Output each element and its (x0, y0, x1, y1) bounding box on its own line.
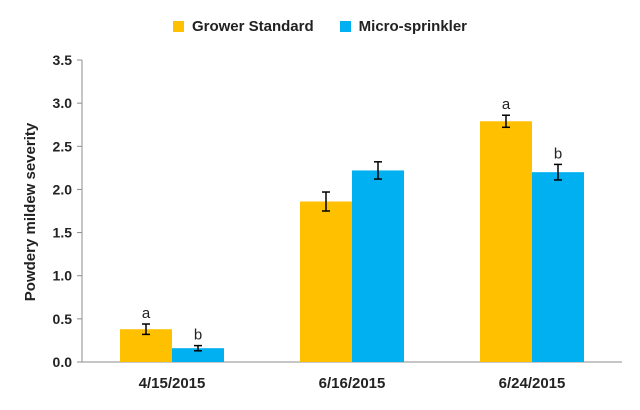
y-tick-label: 1.0 (53, 268, 73, 284)
legend-item-grower-standard: Grower Standard (172, 18, 314, 35)
y-tick-label: 2.0 (53, 181, 73, 197)
y-axis-label: Powdery mildew severity (22, 122, 39, 301)
y-tick-label: 3.0 (53, 95, 73, 111)
bar (532, 172, 584, 362)
x-tick-label: 6/24/2015 (499, 375, 566, 392)
x-tick-label: 4/15/2015 (139, 375, 206, 392)
legend-swatch-micro-sprinkler (339, 21, 351, 32)
legend: Grower Standard Micro-sprinkler (0, 18, 640, 35)
significance-label: a (142, 305, 151, 322)
significance-label: a (502, 96, 511, 113)
plot-area: 0.0 0.5 1.0 1.5 2.0 2.5 3.0 3.5 a b 4/15/2015 6/16/… (53, 52, 622, 392)
x-tick-label: 6/16/2015 (319, 375, 386, 392)
y-tick-label: 2.5 (53, 138, 73, 154)
y-tick-label: 3.5 (53, 52, 73, 68)
significance-label: b (194, 327, 202, 344)
y-tick-label: 0.5 (53, 311, 73, 327)
bar (172, 348, 224, 362)
y-tick-label: 1.5 (53, 225, 73, 241)
legend-swatch-grower-standard (172, 21, 184, 32)
legend-label-micro-sprinkler: Micro-sprinkler (358, 18, 468, 35)
legend-label-grower-standard: Grower Standard (191, 18, 314, 35)
significance-label: b (554, 145, 562, 162)
bar (300, 201, 352, 362)
bar (480, 121, 532, 363)
bar (352, 170, 404, 362)
y-tick-label: 0.0 (53, 354, 73, 370)
legend-item-micro-sprinkler: Micro-sprinkler (339, 18, 468, 35)
